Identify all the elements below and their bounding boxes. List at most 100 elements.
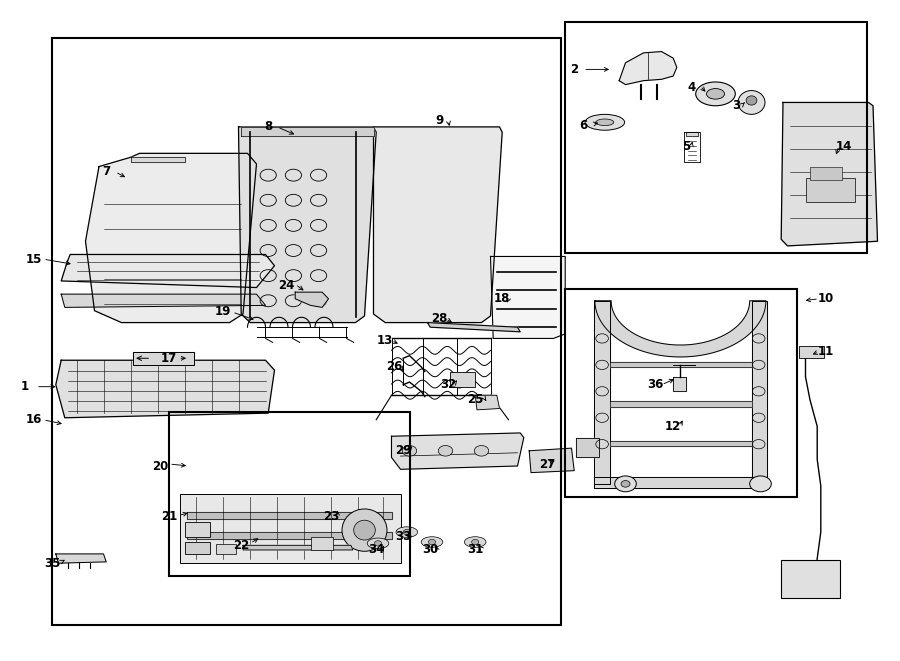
Bar — [310, 537, 333, 550]
Ellipse shape — [738, 91, 765, 114]
Polygon shape — [491, 256, 565, 338]
Ellipse shape — [696, 82, 735, 106]
Polygon shape — [86, 153, 256, 323]
Text: 6: 6 — [579, 119, 588, 132]
Text: 13: 13 — [377, 334, 393, 347]
Text: 10: 10 — [818, 292, 834, 305]
Circle shape — [472, 539, 479, 545]
Polygon shape — [619, 52, 677, 85]
Ellipse shape — [596, 119, 614, 126]
Polygon shape — [187, 532, 392, 539]
Text: 18: 18 — [494, 292, 510, 305]
Bar — [184, 542, 210, 554]
Bar — [184, 522, 210, 537]
Text: 26: 26 — [386, 360, 402, 373]
Bar — [799, 346, 824, 358]
Ellipse shape — [396, 527, 418, 537]
Text: 27: 27 — [539, 457, 555, 471]
Text: 2: 2 — [570, 63, 579, 76]
Text: 15: 15 — [26, 253, 42, 266]
Text: 34: 34 — [368, 543, 384, 557]
Polygon shape — [428, 323, 520, 332]
Text: 28: 28 — [431, 312, 447, 325]
Text: 35: 35 — [44, 557, 60, 570]
Text: 12: 12 — [665, 420, 681, 433]
Ellipse shape — [342, 509, 387, 551]
Polygon shape — [781, 102, 878, 246]
Polygon shape — [595, 301, 766, 357]
Bar — [565, 22, 867, 253]
Text: 16: 16 — [26, 413, 42, 426]
Polygon shape — [610, 441, 752, 446]
Polygon shape — [238, 127, 376, 323]
Circle shape — [403, 529, 410, 535]
Polygon shape — [686, 132, 698, 136]
Polygon shape — [529, 448, 574, 473]
Text: 9: 9 — [435, 114, 444, 127]
Polygon shape — [133, 352, 194, 365]
Ellipse shape — [746, 96, 757, 105]
Text: 31: 31 — [467, 543, 483, 557]
Polygon shape — [673, 377, 686, 391]
Bar — [781, 560, 840, 598]
Text: 3: 3 — [732, 99, 741, 112]
Circle shape — [615, 476, 636, 492]
Ellipse shape — [585, 114, 625, 130]
Ellipse shape — [367, 538, 389, 549]
Circle shape — [750, 476, 771, 492]
Bar — [52, 38, 561, 625]
Polygon shape — [475, 395, 500, 410]
Text: 1: 1 — [21, 380, 30, 393]
Ellipse shape — [464, 537, 486, 547]
Bar — [810, 167, 842, 180]
Circle shape — [621, 481, 630, 487]
Text: 14: 14 — [836, 140, 852, 153]
Bar — [180, 494, 400, 563]
Polygon shape — [610, 362, 752, 367]
Bar — [450, 372, 475, 387]
Text: 5: 5 — [681, 140, 690, 153]
Polygon shape — [61, 254, 274, 288]
Text: 21: 21 — [161, 510, 177, 524]
Text: 33: 33 — [395, 530, 411, 543]
Text: 20: 20 — [152, 459, 168, 473]
Text: 17: 17 — [161, 352, 177, 365]
Circle shape — [428, 539, 436, 545]
Text: 36: 36 — [647, 378, 663, 391]
Ellipse shape — [421, 537, 443, 547]
Polygon shape — [594, 301, 610, 484]
Bar — [565, 289, 797, 497]
Ellipse shape — [706, 89, 724, 99]
Polygon shape — [374, 127, 502, 323]
Circle shape — [402, 446, 417, 456]
Text: 29: 29 — [395, 444, 411, 457]
Text: 22: 22 — [233, 539, 249, 552]
Polygon shape — [392, 433, 524, 469]
Polygon shape — [56, 360, 274, 418]
Polygon shape — [243, 545, 353, 550]
Circle shape — [474, 446, 489, 456]
Text: 30: 30 — [422, 543, 438, 557]
Polygon shape — [241, 127, 374, 136]
Bar — [216, 544, 236, 554]
Text: 24: 24 — [278, 279, 294, 292]
Circle shape — [438, 446, 453, 456]
Text: 4: 4 — [687, 81, 696, 94]
Polygon shape — [130, 157, 184, 162]
Polygon shape — [295, 292, 328, 307]
Text: 11: 11 — [818, 345, 834, 358]
Text: 7: 7 — [102, 165, 111, 178]
Polygon shape — [752, 301, 767, 484]
Text: 8: 8 — [264, 120, 273, 134]
Polygon shape — [610, 401, 752, 407]
Text: 23: 23 — [323, 510, 339, 524]
Bar — [169, 412, 410, 576]
Text: 32: 32 — [440, 378, 456, 391]
Polygon shape — [187, 512, 392, 519]
Polygon shape — [61, 294, 266, 307]
Circle shape — [374, 541, 382, 546]
Bar — [806, 178, 855, 202]
Polygon shape — [594, 477, 767, 488]
Polygon shape — [576, 438, 598, 457]
Text: 19: 19 — [215, 305, 231, 319]
